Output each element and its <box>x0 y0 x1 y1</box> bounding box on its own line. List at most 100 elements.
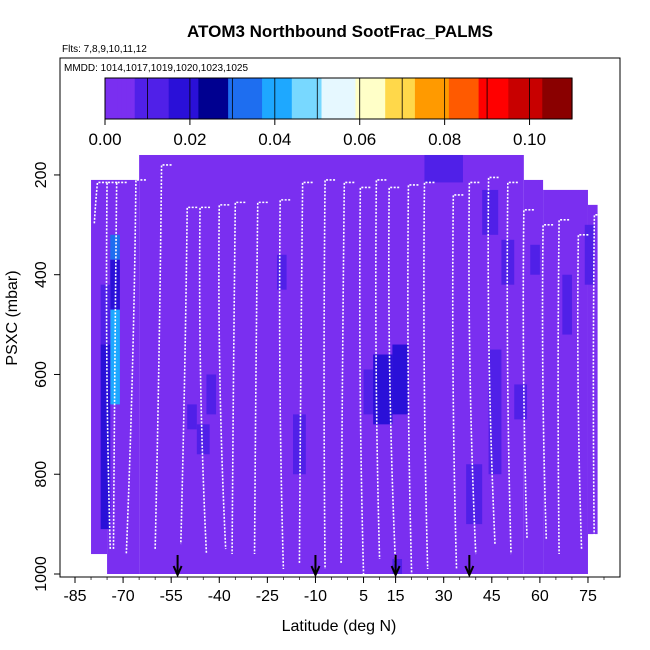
y-tick-label: 600 <box>33 361 50 388</box>
colorbar-swatch <box>317 78 323 119</box>
colorbar-swatch <box>461 78 467 119</box>
y-tick-label: 200 <box>33 161 50 188</box>
colorbar-swatch <box>240 78 246 119</box>
colorbar-swatch <box>266 78 272 119</box>
colorbar-swatch <box>521 78 526 119</box>
colorbar-swatch <box>325 78 331 119</box>
colorbar-swatch <box>330 78 335 119</box>
colorbar-swatch <box>232 78 238 119</box>
colorbar-swatch <box>228 78 233 119</box>
colorbar-swatch <box>563 78 569 119</box>
colorbar-swatch <box>308 78 314 119</box>
x-tick-label: -10 <box>304 588 327 605</box>
colorbar-tick-label: 0.08 <box>428 130 461 149</box>
marker-arrow-head <box>172 565 183 578</box>
colorbar-swatch <box>279 78 284 119</box>
colorbar-swatch <box>138 78 144 119</box>
colorbar-swatch <box>465 78 471 119</box>
colorbar-swatch <box>181 78 187 119</box>
flights-subtitle: Flts: 7,8,9,10,11,12 <box>62 44 147 55</box>
flight-profile <box>93 181 108 225</box>
heatmap-cell <box>206 374 217 415</box>
colorbar-swatch <box>202 78 208 119</box>
colorbar-swatch <box>397 78 403 119</box>
flight-profile <box>340 181 355 565</box>
colorbar-swatch <box>487 78 492 119</box>
colorbar-swatch <box>334 78 340 119</box>
heatmap-cell <box>392 344 409 415</box>
colorbar-swatch <box>151 78 157 119</box>
colorbar-swatch <box>155 78 161 119</box>
marker-arrow-head <box>390 565 401 578</box>
colorbar-swatch <box>389 78 395 119</box>
marker-arrow-head <box>310 565 321 578</box>
heatmap-cell <box>110 234 120 260</box>
heatmap-background <box>91 154 598 575</box>
colorbar-swatch <box>419 78 425 119</box>
y-tick-label: 1000 <box>33 556 50 592</box>
heatmap-cell <box>424 154 463 183</box>
colorbar-border <box>104 77 573 120</box>
heatmap-cell <box>530 244 540 275</box>
flight-profile <box>522 209 534 540</box>
colorbar-swatch <box>283 78 289 119</box>
colorbar-swatch <box>499 78 505 119</box>
x-tick-label: 60 <box>531 588 549 605</box>
colorbar-swatch <box>189 78 195 119</box>
colorbar-swatch <box>194 78 199 119</box>
colorbar-tick-label: 0.10 <box>513 130 546 149</box>
y-tick-label: 400 <box>33 261 50 288</box>
x-axis: -85 -70 -55 -40 -25 -10 5 15 30 45 60 75 <box>63 577 605 605</box>
colorbar-swatch <box>414 78 420 119</box>
colorbar-swatch <box>436 78 441 119</box>
colorbar-swatch <box>355 78 361 119</box>
flight-profile <box>323 179 336 570</box>
colorbar-swatch <box>457 78 463 119</box>
flight-profile <box>253 201 268 555</box>
colorbar-swatch <box>482 78 488 119</box>
flight-profile <box>468 181 480 555</box>
heatmap-cell <box>373 354 393 425</box>
x-tick-label: 75 <box>579 588 597 605</box>
flight-profile <box>105 181 118 550</box>
heatmap-cell <box>501 239 515 285</box>
heatmap-cell <box>100 344 111 530</box>
colorbar-swatch <box>274 78 280 119</box>
colorbar <box>104 77 573 120</box>
colorbar-swatch <box>185 78 191 119</box>
colorbar-tick-label: 0.04 <box>258 130 291 149</box>
colorbar-swatch <box>236 78 242 119</box>
colorbar-swatch <box>448 78 454 119</box>
colorbar-tick-label: 0.00 <box>88 130 121 149</box>
flight-profile <box>557 219 570 555</box>
flight-profile <box>231 201 246 555</box>
colorbar-swatch <box>291 78 297 119</box>
flight-profile <box>407 184 419 575</box>
heatmap-coverage-block <box>139 154 524 575</box>
colorbar-swatch <box>126 78 132 119</box>
colorbar-swatch <box>245 78 250 119</box>
colorbar-swatch <box>172 78 178 119</box>
flight-profile <box>576 234 589 550</box>
flight-profile <box>487 176 499 545</box>
colorbar-ticks: 0.00 0.02 0.04 0.06 0.08 0.10 <box>88 119 546 149</box>
colorbar-swatch <box>410 78 416 119</box>
colorbar-swatch <box>117 78 123 119</box>
colorbar-swatch <box>206 78 212 119</box>
colorbar-swatch <box>113 78 119 119</box>
colorbar-swatch <box>346 78 352 119</box>
flight-profile <box>218 204 230 550</box>
colorbar-swatch <box>470 78 475 119</box>
colorbar-swatch <box>338 78 344 119</box>
colorbar-swatch <box>300 78 306 119</box>
x-tick-label: -40 <box>208 588 231 605</box>
heatmap-cell <box>584 224 595 285</box>
colorbar-swatch <box>550 78 556 119</box>
y-axis: 200 400 600 800 1000 <box>33 161 60 592</box>
colorbar-swatch <box>215 78 221 119</box>
colorbar-swatch <box>372 78 378 119</box>
colorbar-swatch <box>423 78 429 119</box>
colorbar-swatch <box>321 78 327 119</box>
colorbar-swatch <box>380 78 386 119</box>
